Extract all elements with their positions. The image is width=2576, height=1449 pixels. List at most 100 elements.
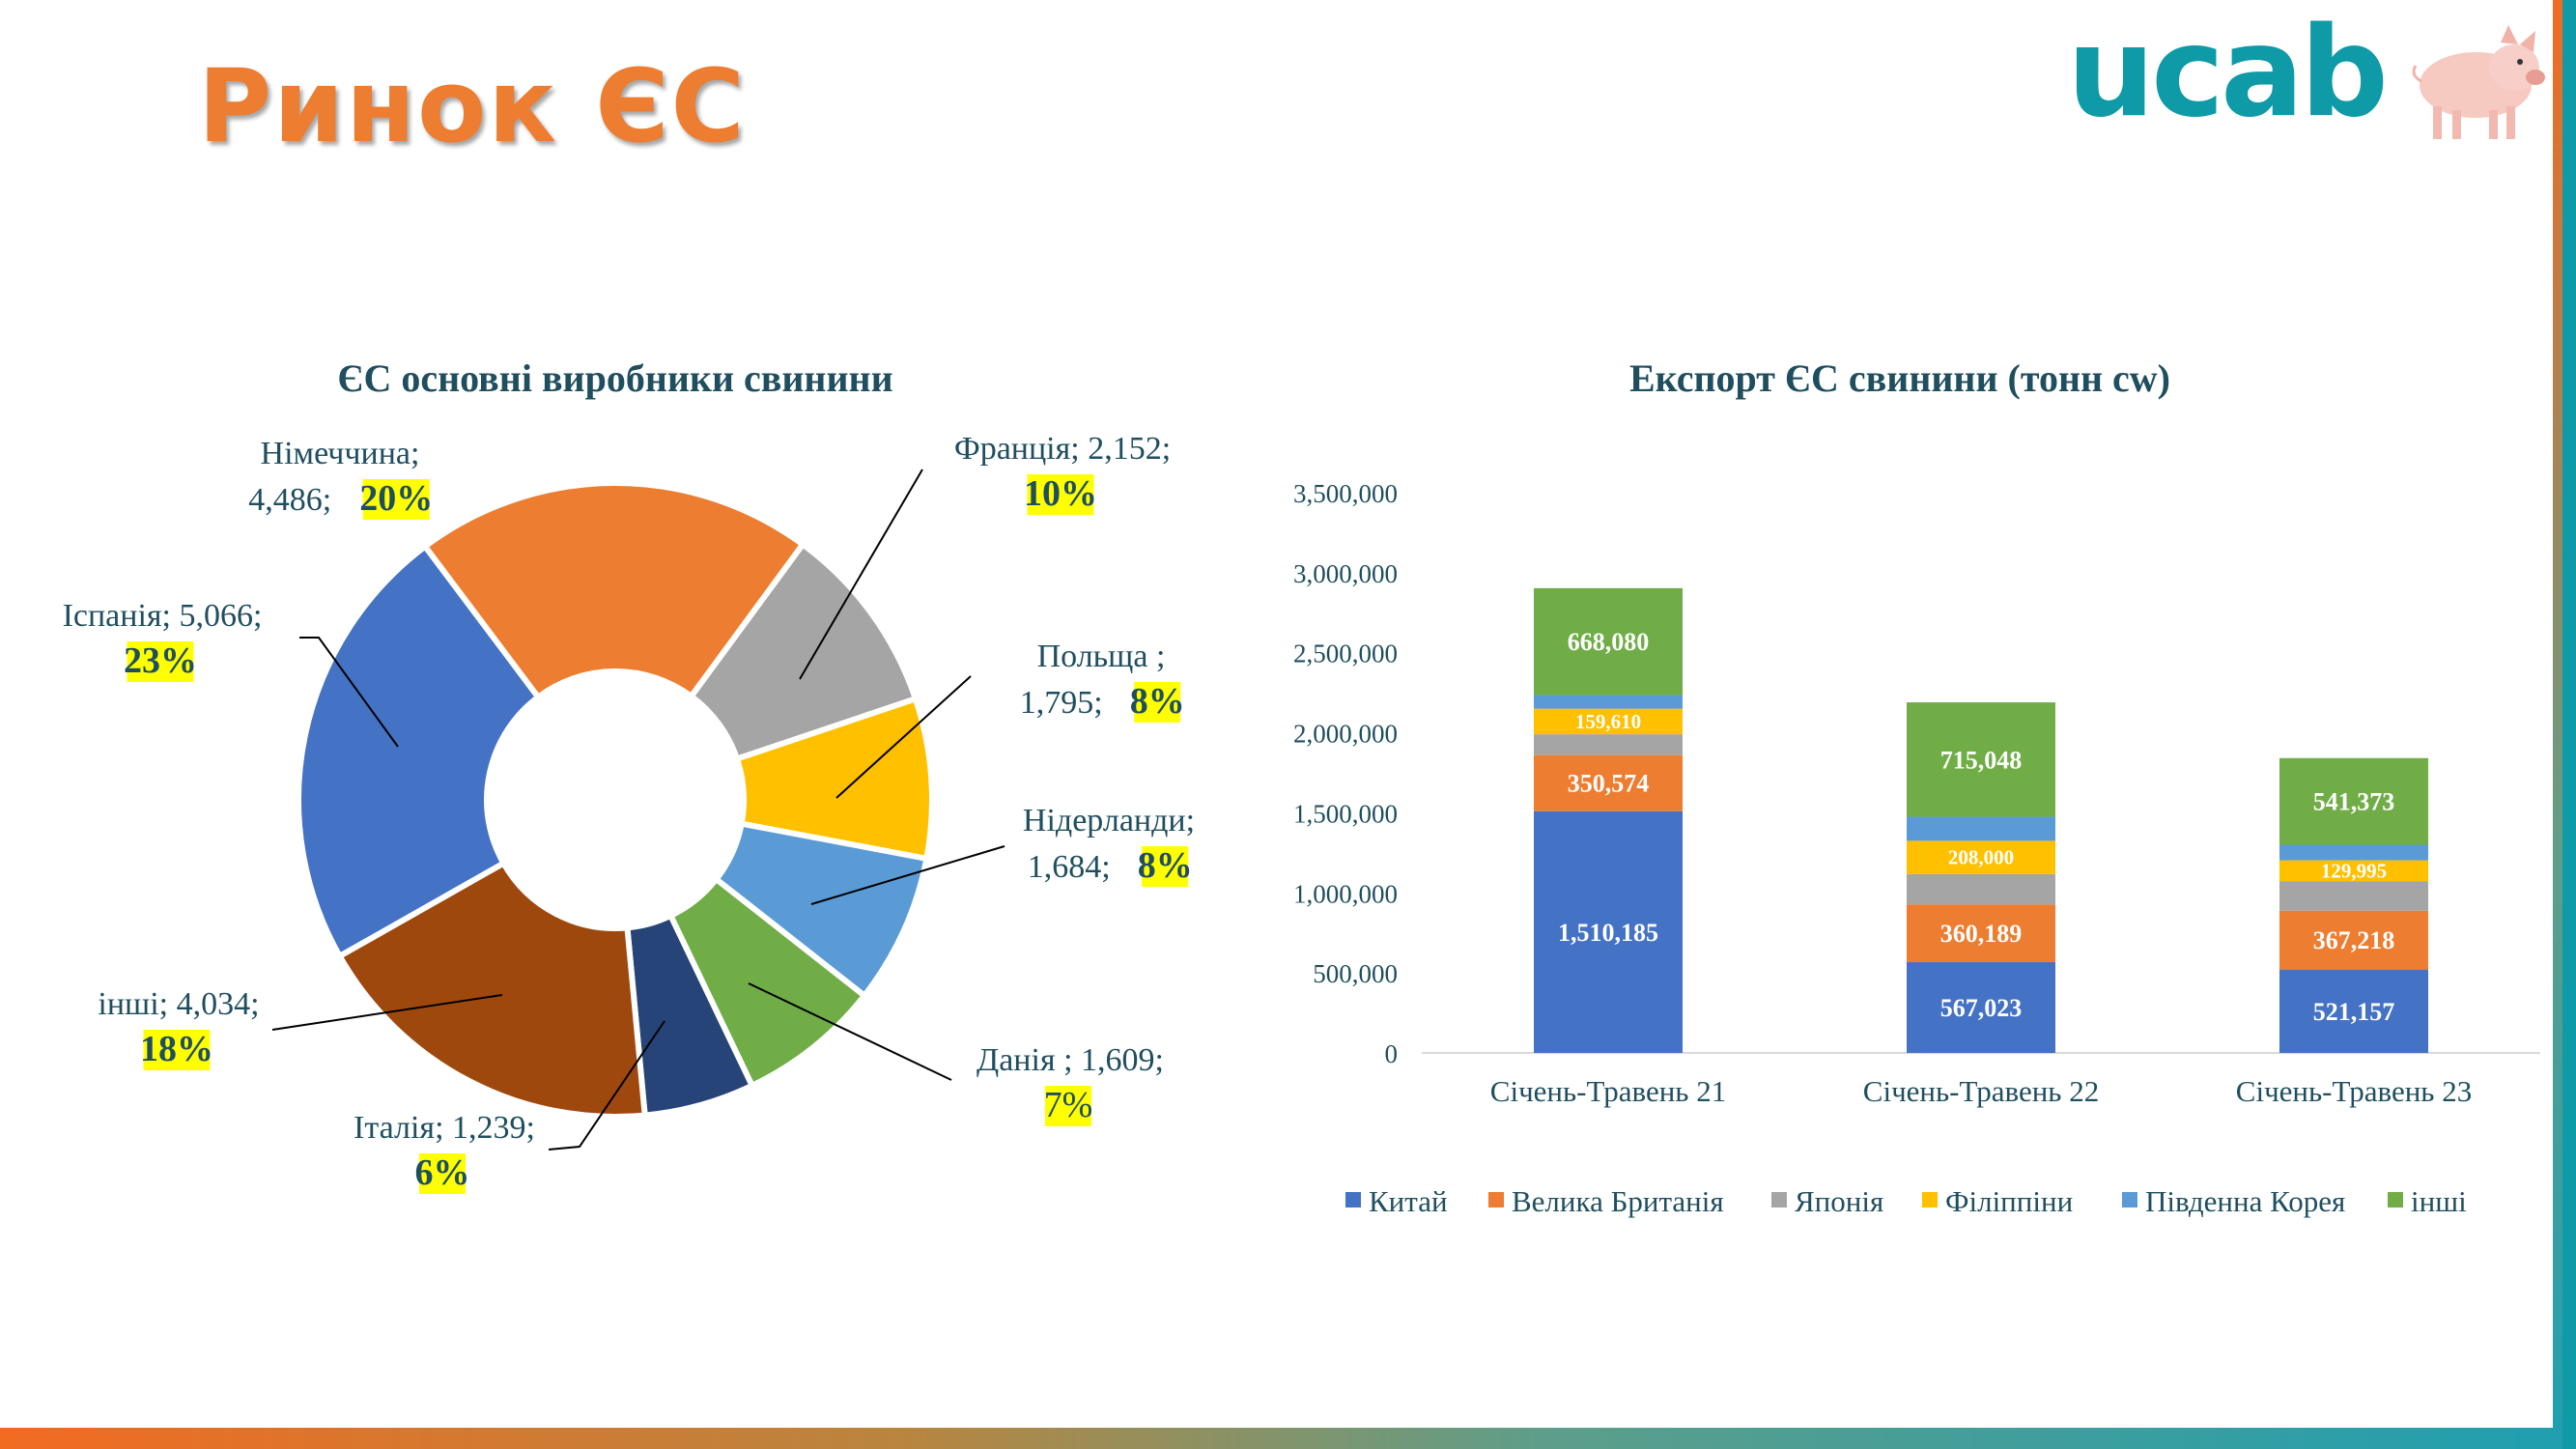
bar-segment-1-1 <box>1907 904 2055 963</box>
bar-data-label-1-0: 350,574 <box>1568 770 1650 798</box>
bar-data-label-0-0: 1,510,185 <box>1558 919 1658 947</box>
pie-label-6: інші; 4,034; <box>98 986 259 1022</box>
bar-segment-5-1 <box>1907 702 2055 817</box>
x-tick-label-1: Січень-Травень 22 <box>1863 1074 2099 1108</box>
y-tick-label-6: 3,000,000 <box>1293 559 1398 588</box>
bar-data-label-5-2: 541,373 <box>2313 788 2395 816</box>
pie-labels: Німеччина; 4,486; 20% Франція; 2,152; 10% Пол… <box>63 431 1195 1194</box>
bar-segment-3-2 <box>2279 860 2428 882</box>
pie-leader-line-2 <box>835 675 972 799</box>
pie-leader-line-1 <box>799 469 923 680</box>
bar-axis: 0 500,000 1,000,000 1,500,000 2,000,000 2,500… <box>1293 479 2540 1108</box>
bar-data-label-5-1: 715,048 <box>1940 746 2023 774</box>
bar-segment-4-2 <box>2279 844 2428 861</box>
pie-leader-line-4 <box>748 982 952 1081</box>
bar-data-label-5-0: 668,080 <box>1568 628 1650 656</box>
legend-label-2: Японія <box>1795 1184 1883 1218</box>
pie-pct-4: 7% <box>1044 1085 1093 1125</box>
pie-pct-3: 8% <box>1138 845 1193 886</box>
pie-pct-2: 8% <box>1130 681 1185 722</box>
y-tick-label-4: 2,000,000 <box>1293 720 1398 749</box>
pie-label-3: Нідерланди; <box>1023 803 1195 838</box>
pie-pct-7: 23% <box>124 640 197 681</box>
legend-label-5: інші <box>2411 1184 2467 1218</box>
pie-pct-highlight-1 <box>1027 474 1094 515</box>
pie-label-5: Італія; 1,239; <box>354 1110 535 1146</box>
pie-leader-line-7 <box>299 637 399 748</box>
pie-label-value-0: 4,486; <box>248 482 331 518</box>
slide-title: Ринок ЄС <box>198 47 747 165</box>
legend-label-4: Південна Корея <box>2145 1184 2345 1218</box>
bar-chart: 1,510,185 350,574 159,610 668,080 567,023 360… <box>1534 587 2428 1053</box>
legend-swatch-1 <box>1488 1192 1504 1208</box>
pie-label-4: Данія ; 1,609; <box>977 1042 1164 1078</box>
pie-chart <box>296 480 935 1120</box>
right-edge-bar <box>2562 0 2576 1449</box>
logo-text: ucab <box>2067 1 2389 145</box>
pie-label-value-3: 1,684; <box>1028 849 1111 885</box>
pie-pct-highlight-3 <box>1142 846 1189 887</box>
pie-label-2: Польща ; <box>1037 639 1166 674</box>
bar-segment-2-2 <box>2279 881 2428 911</box>
right-accent-bar <box>2553 0 2562 1449</box>
legend-swatch-2 <box>1771 1192 1787 1208</box>
legend-swatch-5 <box>2388 1192 2403 1208</box>
pie-pct-highlight-0 <box>362 479 430 520</box>
legend-label-3: Філіппіни <box>1945 1184 2073 1218</box>
pie-chart-title: ЄС основні виробники свинини <box>337 356 892 400</box>
legend-swatch-0 <box>1345 1192 1361 1208</box>
bar-legend: Китай Велика Британія Японія Філіппіни Півде… <box>1345 1184 2467 1218</box>
pie-leader-line-3 <box>810 845 1005 905</box>
pie-slice-7 <box>296 542 543 960</box>
pie-label-1: Франція; 2,152; <box>954 431 1171 467</box>
legend-swatch-3 <box>1922 1192 1938 1208</box>
pig-icon <box>2412 25 2545 139</box>
pie-slice-0 <box>420 480 807 701</box>
pie-pct-highlight-5 <box>419 1153 466 1194</box>
bar-segment-4-0 <box>1534 695 1683 709</box>
bar-segment-3-1 <box>1907 840 2055 874</box>
y-tick-label-1: 500,000 <box>1313 959 1398 988</box>
bar-data-label-3-1: 208,000 <box>1948 846 2014 869</box>
pie-pct-highlight-2 <box>1134 682 1181 723</box>
bar-data-label-0-2: 521,157 <box>2313 998 2395 1026</box>
pie-leader-line-5 <box>548 1020 665 1151</box>
pie-pct-0: 20% <box>359 478 433 519</box>
pie-pct-highlight-4 <box>1045 1086 1091 1126</box>
ucab-logo: ucab <box>2067 12 2550 143</box>
pie-pct-highlight-6 <box>143 1030 211 1070</box>
bar-data-label-0-1: 567,023 <box>1940 994 2023 1022</box>
bar-segment-3-0 <box>1534 708 1683 735</box>
bar-data-label-3-2: 129,995 <box>2321 859 2387 882</box>
bar-segment-0-2 <box>2279 969 2428 1053</box>
pie-pct-6: 18% <box>140 1029 213 1069</box>
legend-label-0: Китай <box>1369 1184 1448 1218</box>
pie-label-7: Іспанія; 5,066; <box>63 598 263 634</box>
y-tick-label-5: 2,500,000 <box>1293 639 1398 668</box>
bar-segment-0-0 <box>1534 810 1683 1053</box>
bar-segment-1-2 <box>2279 910 2428 970</box>
bar-segment-4-1 <box>1907 816 2055 841</box>
bar-segment-1-0 <box>1534 754 1683 811</box>
x-tick-label-0: Січень-Травень 21 <box>1490 1074 1726 1108</box>
pie-pct-5: 6% <box>415 1152 470 1193</box>
y-tick-label-0: 0 <box>1385 1039 1399 1068</box>
pie-slice-1 <box>687 540 920 763</box>
pie-label-value-2: 1,795; <box>1020 685 1103 721</box>
bar-segment-5-0 <box>1534 587 1683 696</box>
y-tick-label-3: 1,500,000 <box>1293 799 1398 828</box>
bottom-accent-bar <box>0 1428 2576 1449</box>
pie-pct-highlight-7 <box>127 641 194 682</box>
pie-label-0: Німеччина; <box>261 436 420 471</box>
bar-segment-5-2 <box>2279 757 2428 845</box>
y-tick-label-2: 1,000,000 <box>1293 879 1398 908</box>
bar-chart-title: Експорт ЄС свинини (тонн cw) <box>1629 356 2170 400</box>
bar-segment-0-1 <box>1907 962 2055 1053</box>
legend-swatch-4 <box>2122 1192 2137 1208</box>
pie-slice-6 <box>335 859 648 1120</box>
bar-segment-2-1 <box>1907 873 2055 905</box>
legend-label-1: Велика Британія <box>1512 1184 1724 1218</box>
bar-data-label-3-0: 159,610 <box>1575 710 1641 733</box>
y-tick-label-7: 3,500,000 <box>1293 479 1398 508</box>
